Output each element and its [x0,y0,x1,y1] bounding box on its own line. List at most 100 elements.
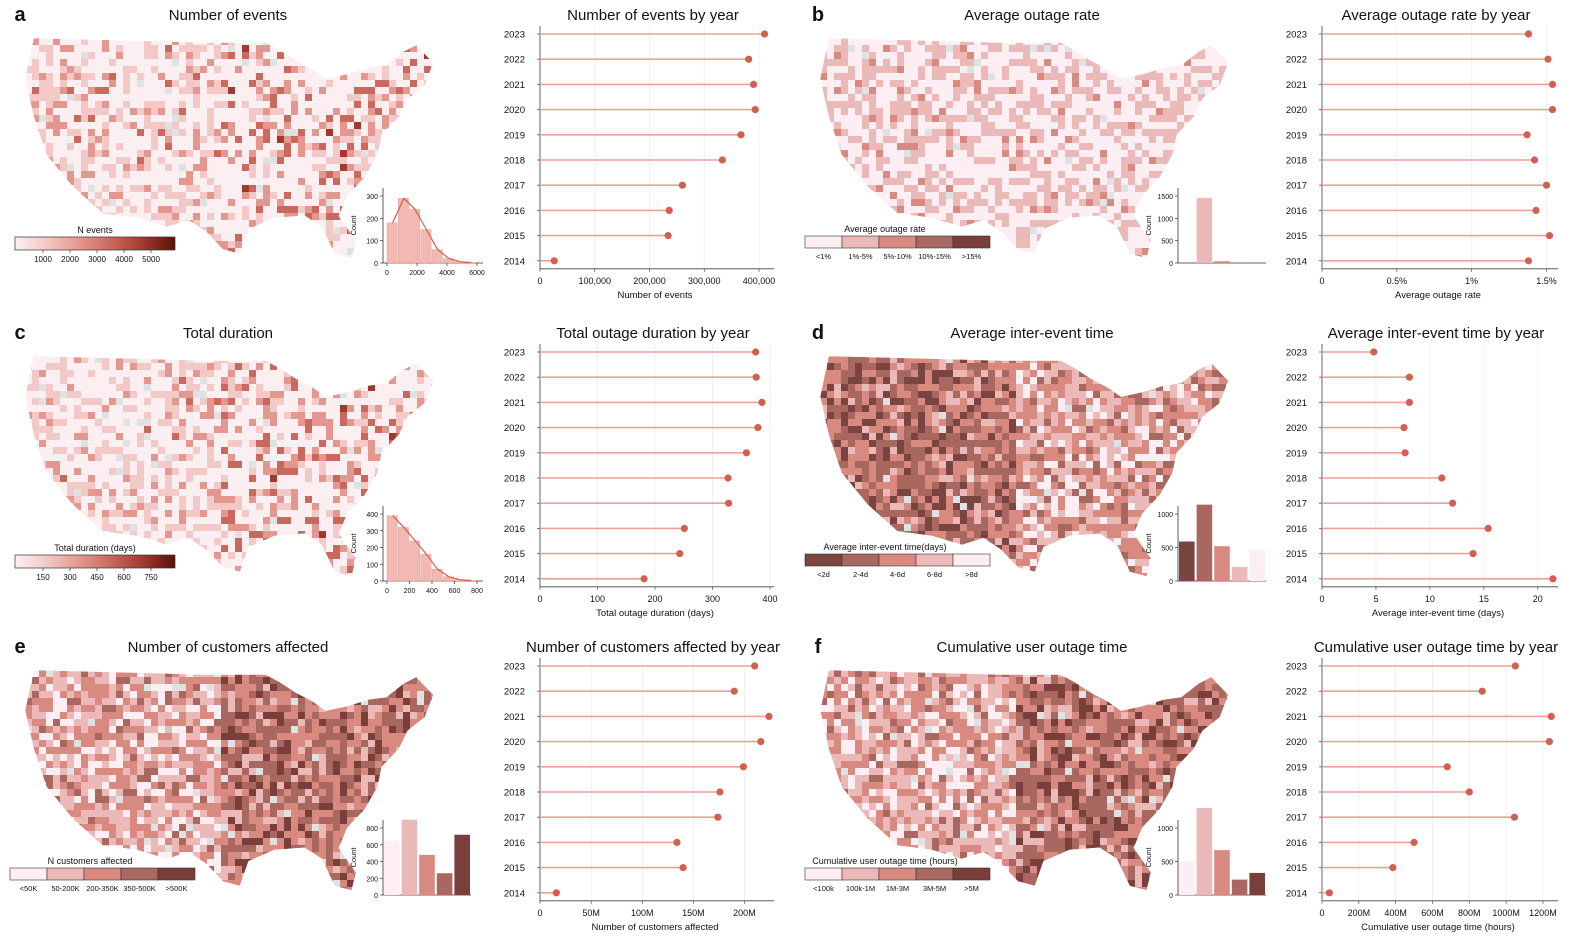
hist-b-ytick-label: 500 [1161,239,1173,246]
panel-letter-f: f [815,636,822,658]
hist-a-density-line [392,197,472,264]
lollipop-e-point [739,763,748,771]
legend-b-label: >15% [962,252,982,261]
lollipop-c-year-label: 2021 [504,398,525,409]
lollipop-e-year-label: 2021 [504,712,525,723]
lollipop-d-year-label: 2020 [1286,423,1307,434]
lollipop-d-point [1484,524,1492,533]
legend-c-title: Total duration (days) [54,543,136,553]
lollipop-a-year-label: 2021 [504,80,525,91]
hist-f-bar [1196,807,1213,895]
map-c-outline [24,355,434,577]
hist-c-ytick-label: 200 [366,546,378,553]
lollipop-e-xtick-label: 150M [682,908,705,918]
lollipop-d-xtick-label: 0 [1319,594,1324,604]
legend-e-label: 50-200K [51,884,79,893]
legend-a-tick-label: 4000 [115,255,133,264]
lollipop-c-point [676,550,684,558]
lollipop-d-year-label: 2023 [1286,348,1307,359]
hist-f-ylabel: Count [1144,847,1153,868]
legend-b-title: Average outage rate [844,224,925,234]
legend-e-label: >500K [166,884,188,893]
lollipop-d-point [1549,575,1557,583]
hist-f-ytick-label: 500 [1161,860,1173,867]
legend-f-label: <100k [813,884,834,893]
lollipop-c-year-label: 2020 [504,423,525,434]
lollipop-d-point [1401,449,1409,457]
lollipop-d-point [1438,474,1446,482]
lollipop-e-point [765,712,773,721]
lollipop-a-year-label: 2014 [504,256,525,267]
lollipop-c-xtick-label: 100 [590,594,605,604]
legend-b-swatch [804,235,843,249]
hist-e-bar [401,819,418,895]
hist-a-xtick-label: 2000 [409,270,425,277]
hist-a-ytick-label: 0 [374,261,378,268]
lollipop-title-d: Average inter-event time by year [1328,325,1545,342]
hist-f-bar [1231,879,1248,895]
lollipop-d-xtick-label: 15 [1479,594,1489,604]
hist-a-bar [409,209,421,264]
legend-d-label: <2d [817,570,830,579]
legend-e-label: 350-500K [123,884,156,893]
legend-d-swatch [952,553,991,567]
lollipop-d-point [1469,550,1477,558]
lollipop-f-xtick-label: 1000M [1492,908,1520,918]
lollipop-b-xtick-label: 0.5% [1387,276,1408,286]
lollipop-a-xtick-label: 200,000 [633,276,666,286]
lollipop-d-xtick-label: 20 [1533,594,1543,604]
lollipop-d-year-label: 2019 [1286,448,1307,459]
lollipop-a-year-label: 2015 [504,231,525,242]
lollipop-d-point [1405,398,1414,406]
lollipop-a-point [749,80,758,88]
lollipop-d-year-label: 2022 [1286,373,1307,384]
lollipop-title-f: Cumulative user outage time by year [1314,639,1558,656]
hist-a-ylabel: Count [349,215,358,236]
hist-d-ytick-label: 500 [1161,546,1173,553]
legend-b-label: 5%-10% [883,252,912,261]
legend-f-swatch [952,867,991,881]
lollipop-f-year-label: 2020 [1286,737,1307,748]
lollipop-c-xtick-label: 200 [647,594,662,604]
lollipop-e-point [730,687,738,695]
hist-c-xtick-label: 0 [385,588,389,595]
legend-d-swatch [878,553,917,567]
lollipop-f-point [1478,687,1486,695]
hist-b-bar [1196,197,1213,263]
lollipop-e-xtick-label: 50M [582,908,600,918]
lollipop-b-xtick-label: 1.5% [1536,276,1557,286]
lollipop-c-point [680,524,688,533]
hist-b-ytick-label: 1000 [1157,216,1173,223]
legend-b-label: 1%-5% [848,252,873,261]
legend-b-swatch [915,235,954,249]
legend-e-swatch [46,867,85,881]
legend-e-swatch [157,867,196,881]
lollipop-b-xtick-label: 0 [1319,276,1324,286]
hist-c-ytick-label: 300 [366,529,378,536]
lollipop-a-xtick-label: 100,000 [578,276,611,286]
legend-d-label: 4-6d [890,570,905,579]
legend-a-tick-label: 2000 [61,255,79,264]
legend-a-tick-label: 1000 [34,255,52,264]
lollipop-f-point [1389,864,1397,872]
hist-e-bar [384,840,400,895]
lollipop-b-point [1523,131,1531,139]
lollipop-c-xtick-label: 0 [537,594,542,604]
lollipop-f-xlabel: Cumulative user outage time (hours) [1361,922,1515,933]
map-a-outline [24,37,434,259]
lollipop-b-point [1544,55,1552,63]
hist-e-ytick-label: 400 [366,860,378,867]
lollipop-d-year-label: 2015 [1286,549,1307,560]
lollipop-b-year-label: 2015 [1286,231,1307,242]
lollipop-f-year-label: 2014 [1286,888,1307,899]
legend-c-tick-label: 750 [144,573,158,582]
hist-c-xtick-label: 600 [449,588,461,595]
hist-c-ytick-label: 400 [366,512,378,519]
lollipop-e-point [673,838,681,847]
legend-b-swatch [878,235,917,249]
map-b-counties [820,38,1229,259]
lollipop-c-point [752,373,760,381]
hist-d-bar [1196,504,1213,581]
map-title-f: Cumulative user outage time [937,639,1128,656]
hist-b-ytick-label: 1500 [1157,194,1173,201]
